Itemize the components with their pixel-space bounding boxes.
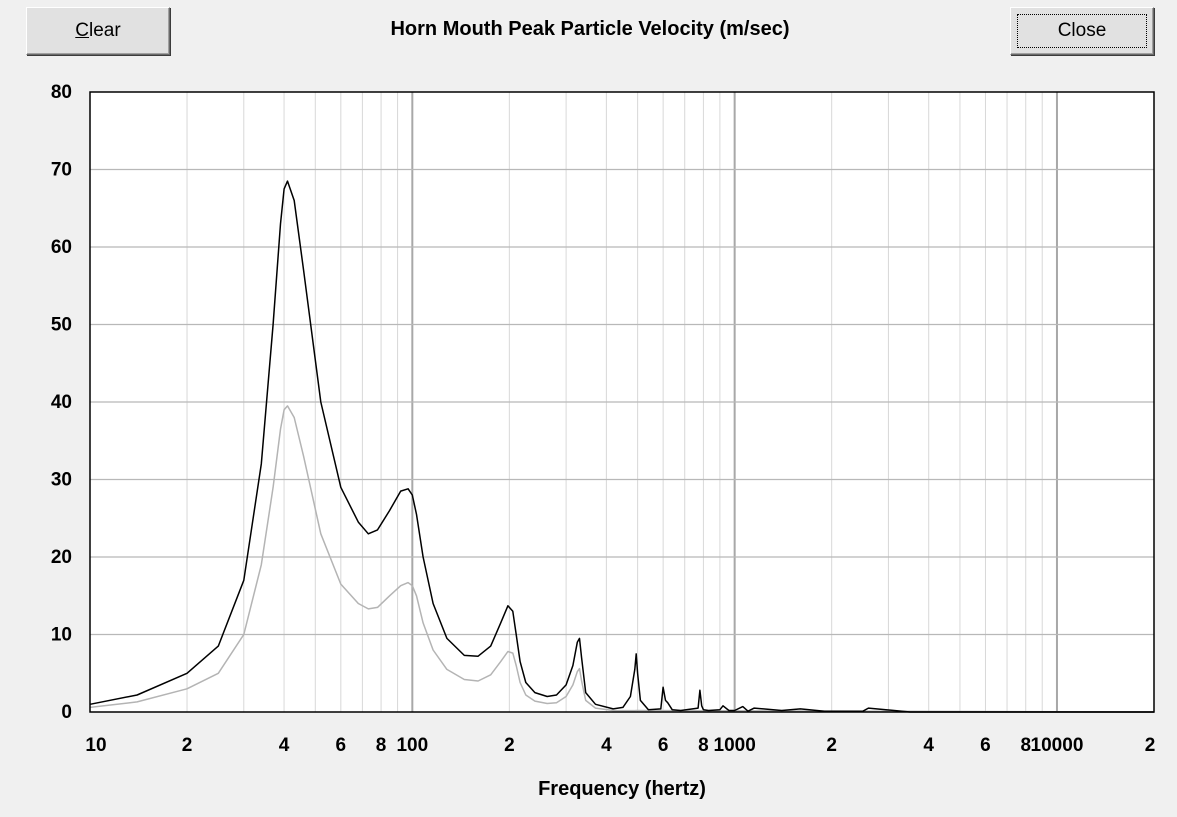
series-line-0	[89, 180, 1154, 713]
x-tick-label: 2	[182, 735, 193, 756]
grid	[90, 92, 1154, 712]
clear-label: lear	[89, 20, 121, 41]
x-tick-label: 10000	[1031, 735, 1084, 756]
x-tick-labels: 10 2 4 6 8 100 2 4 6 8 1000 2 4 6 8 10000 2	[85, 735, 1155, 756]
close-button[interactable]: Close	[1010, 7, 1154, 55]
y-tick-label: 80	[51, 82, 72, 103]
x-tick-label: 2	[1145, 735, 1156, 756]
close-label: Close	[1057, 20, 1107, 41]
series-group	[89, 180, 1155, 713]
plot-border	[89, 91, 1155, 713]
x-tick-label: 6	[658, 735, 669, 756]
x-tick-label: 6	[336, 735, 347, 756]
x-tick-label: 4	[601, 735, 612, 756]
series-line-1	[89, 405, 1155, 713]
x-tick-label: 1000	[714, 735, 756, 756]
y-tick-label: 50	[51, 315, 72, 336]
clear-accelerator: C	[75, 20, 90, 41]
y-tick-label: 0	[61, 702, 72, 723]
x-tick-label: 2	[826, 735, 837, 756]
y-tick-label: 40	[51, 392, 72, 413]
y-tick-label: 10	[51, 625, 72, 646]
chart-title: Horn Mouth Peak Particle Velocity (m/sec…	[390, 18, 790, 40]
x-axis-label: Frequency (hertz)	[538, 778, 706, 800]
x-tick-label: 8	[1020, 735, 1031, 756]
x-tick-label: 10	[85, 735, 106, 756]
y-tick-label: 60	[51, 237, 72, 258]
y-tick-label: 20	[51, 547, 72, 568]
y-tick-label: 30	[51, 470, 72, 491]
x-tick-label: 6	[980, 735, 991, 756]
x-tick-label: 4	[279, 735, 290, 756]
x-tick-label: 2	[504, 735, 515, 756]
y-tick-labels: 0 10 20 30 40 50 60 70 80	[51, 82, 72, 723]
x-tick-label: 4	[923, 735, 934, 756]
x-tick-label: 100	[396, 735, 428, 756]
y-tick-label: 70	[51, 160, 72, 181]
focus-rect	[1017, 14, 1147, 48]
x-tick-label: 8	[698, 735, 709, 756]
x-tick-label: 8	[376, 735, 387, 756]
